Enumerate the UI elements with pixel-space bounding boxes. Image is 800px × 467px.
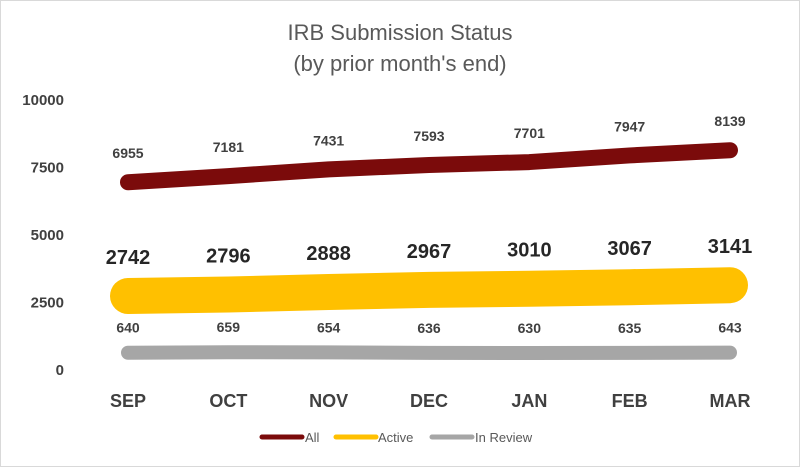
- data-label-active: 3067: [607, 238, 652, 260]
- chart-title: IRB Submission Status: [288, 20, 513, 45]
- data-label-all: 7431: [313, 132, 344, 148]
- series-lines: [110, 142, 748, 360]
- data-labels: 6955 7181 7431 7593 7701 7947 8139 2742 2796 2888…: [106, 113, 753, 336]
- x-tick-label: MAR: [710, 391, 751, 411]
- y-tick-label: 2500: [31, 295, 64, 312]
- y-tick-label: 7500: [31, 160, 64, 177]
- data-label-in-review: 636: [417, 320, 441, 336]
- data-label-active: 2796: [206, 246, 251, 268]
- x-tick-label: SEP: [110, 391, 146, 411]
- x-axis: SEP OCT NOV DEC JAN FEB MAR: [110, 391, 751, 411]
- data-label-in-review: 630: [518, 320, 542, 336]
- y-tick-label: 0: [56, 362, 64, 379]
- data-label-all: 7181: [213, 139, 244, 155]
- data-label-active: 3141: [708, 236, 753, 258]
- legend-label-active: Active: [378, 430, 413, 445]
- data-label-all: 7593: [413, 128, 444, 144]
- data-label-in-review: 659: [217, 319, 241, 335]
- chart-subtitle: (by prior month's end): [293, 51, 506, 76]
- data-label-in-review: 635: [618, 320, 642, 336]
- series-line-active: [110, 267, 748, 314]
- x-tick-label: JAN: [511, 391, 547, 411]
- x-tick-label: FEB: [612, 391, 648, 411]
- y-axis: 0 2500 5000 7500 10000: [22, 92, 64, 379]
- legend-label-all: All: [305, 430, 320, 445]
- x-tick-label: OCT: [209, 391, 247, 411]
- data-label-all: 7947: [614, 118, 645, 134]
- series-line-in-review: [121, 345, 737, 360]
- legend: All Active In Review: [259, 430, 533, 445]
- data-label-active: 2742: [106, 247, 151, 269]
- data-label-in-review: 640: [116, 320, 140, 336]
- data-label-active: 2967: [407, 241, 452, 263]
- x-tick-label: DEC: [410, 391, 448, 411]
- y-tick-label: 10000: [22, 92, 64, 109]
- data-label-all: 8139: [714, 113, 745, 129]
- data-label-active: 3010: [507, 240, 552, 262]
- legend-label-in-review: In Review: [475, 430, 533, 445]
- data-label-in-review: 643: [718, 320, 742, 336]
- x-tick-label: NOV: [309, 391, 348, 411]
- y-tick-label: 5000: [31, 227, 64, 244]
- data-label-active: 2888: [306, 243, 351, 265]
- data-label-all: 7701: [514, 125, 545, 141]
- data-label-all: 6955: [112, 145, 143, 161]
- data-label-in-review: 654: [317, 319, 341, 335]
- series-line-all: [120, 142, 738, 191]
